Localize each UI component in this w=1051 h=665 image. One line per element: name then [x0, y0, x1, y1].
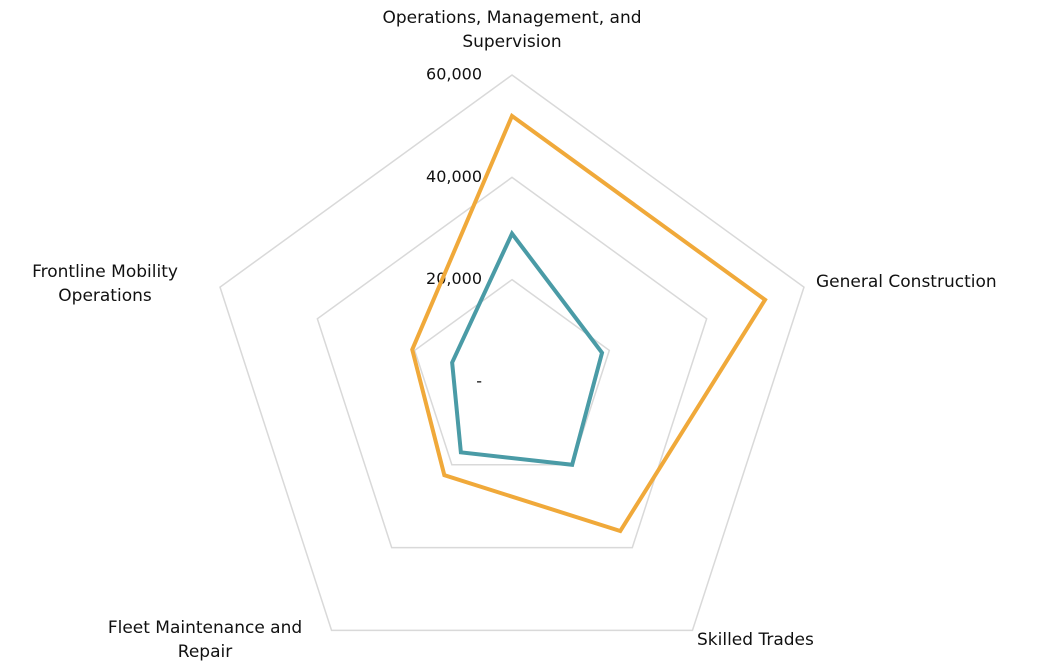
r-tick-label: 40,000 — [426, 167, 482, 186]
series-line — [450, 229, 605, 467]
grid-line — [316, 176, 708, 549]
category-label: Skilled Trades — [697, 630, 814, 650]
r-tick-label: 60,000 — [426, 65, 482, 84]
category-label: Fleet Maintenance and Repair — [107, 618, 303, 662]
category-label: Frontline Mobility Operations — [32, 262, 178, 306]
grid-line — [219, 74, 805, 632]
series-line — [410, 112, 768, 534]
category-label: Operations, Management, and Supervision — [382, 8, 642, 52]
category-label: General Construction — [816, 272, 997, 292]
r-tick-label: 20,000 — [426, 269, 482, 288]
r-tick-label: - — [476, 372, 482, 391]
